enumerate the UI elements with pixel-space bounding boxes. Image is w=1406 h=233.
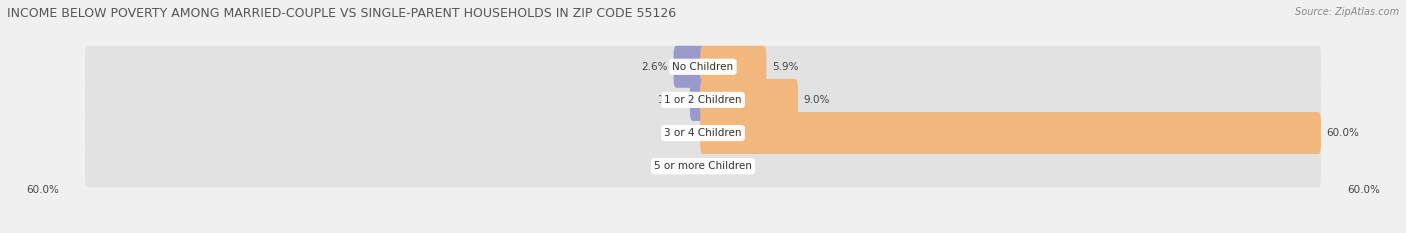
Text: 2.6%: 2.6% [641, 62, 668, 72]
Text: 60.0%: 60.0% [1326, 128, 1360, 138]
Text: 5 or more Children: 5 or more Children [654, 161, 752, 171]
Text: 60.0%: 60.0% [27, 185, 59, 195]
Text: 0.0%: 0.0% [665, 161, 690, 171]
Text: INCOME BELOW POVERTY AMONG MARRIED-COUPLE VS SINGLE-PARENT HOUSEHOLDS IN ZIP COD: INCOME BELOW POVERTY AMONG MARRIED-COUPL… [7, 7, 676, 20]
Text: No Children: No Children [672, 62, 734, 72]
Text: 60.0%: 60.0% [1347, 185, 1379, 195]
FancyBboxPatch shape [700, 112, 1320, 154]
Text: Source: ZipAtlas.com: Source: ZipAtlas.com [1295, 7, 1399, 17]
FancyBboxPatch shape [700, 79, 799, 121]
FancyBboxPatch shape [673, 46, 706, 88]
Text: 1.0%: 1.0% [658, 95, 685, 105]
FancyBboxPatch shape [87, 54, 1319, 80]
FancyBboxPatch shape [87, 87, 1319, 113]
Text: 9.0%: 9.0% [803, 95, 830, 105]
FancyBboxPatch shape [700, 46, 766, 88]
Text: 3 or 4 Children: 3 or 4 Children [664, 128, 742, 138]
Text: 0.0%: 0.0% [716, 161, 741, 171]
FancyBboxPatch shape [86, 46, 1320, 88]
FancyBboxPatch shape [86, 145, 1320, 187]
FancyBboxPatch shape [86, 79, 1320, 121]
FancyBboxPatch shape [86, 112, 1320, 154]
Text: 1 or 2 Children: 1 or 2 Children [664, 95, 742, 105]
Text: 0.0%: 0.0% [665, 128, 690, 138]
FancyBboxPatch shape [87, 120, 1319, 146]
FancyBboxPatch shape [690, 79, 706, 121]
Text: 5.9%: 5.9% [772, 62, 799, 72]
FancyBboxPatch shape [87, 153, 1319, 179]
